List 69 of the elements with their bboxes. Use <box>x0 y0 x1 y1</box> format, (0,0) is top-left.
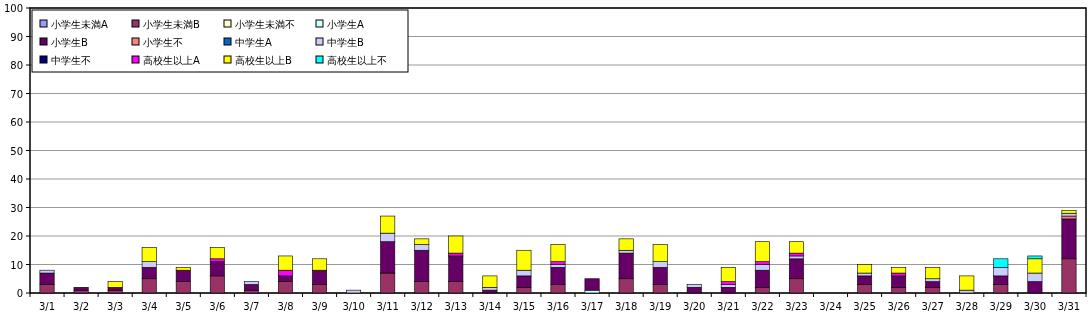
x-tick-label: 3/11 <box>376 301 399 312</box>
bar <box>891 267 907 274</box>
legend-label: 小学生未満B <box>143 19 200 30</box>
x-tick-label: 3/7 <box>243 301 260 312</box>
legend-label: 小学生未満A <box>51 19 108 30</box>
bar <box>584 278 600 291</box>
bar <box>209 247 225 260</box>
x-tick-label: 3/22 <box>751 301 774 312</box>
bar <box>448 235 464 254</box>
x-tick-label: 3/2 <box>73 301 90 312</box>
y-tick-label: 10 <box>10 259 23 271</box>
x-tick-label: 3/23 <box>785 301 808 312</box>
x-tick-label: 3/9 <box>311 301 328 312</box>
x-tick-label: 3/20 <box>683 301 706 312</box>
x-tick-label: 3/26 <box>887 301 910 312</box>
legend-label: 小学生不 <box>143 37 183 48</box>
y-tick-label: 100 <box>3 3 23 14</box>
x-tick-label: 3/29 <box>989 301 1013 312</box>
legend-label: 高校生以上A <box>143 55 200 66</box>
x-tick-label: 3/16 <box>546 301 570 312</box>
x-tick-label: 3/12 <box>410 301 433 312</box>
y-tick-label: 0 <box>16 288 23 299</box>
bar <box>550 244 566 262</box>
x-tick-label: 3/1 <box>38 301 56 312</box>
bar <box>754 241 770 262</box>
bar <box>925 267 941 280</box>
y-tick-label: 50 <box>10 145 23 157</box>
x-tick-label: 3/24 <box>819 301 842 312</box>
x-tick-label: 3/6 <box>209 301 226 312</box>
bar <box>789 241 804 254</box>
legend-label: 高校生以上B <box>235 55 292 66</box>
x-tick-label: 3/27 <box>921 301 944 312</box>
legend-label: 中学生不 <box>51 55 91 66</box>
y-tick-label: 60 <box>10 117 23 128</box>
y-tick-label: 90 <box>10 31 23 43</box>
x-tick-label: 3/31 <box>1057 301 1081 312</box>
x-tick-label: 3/18 <box>614 301 638 312</box>
x-tick-label: 3/10 <box>342 301 365 312</box>
y-tick-label: 20 <box>10 231 23 242</box>
x-tick-label: 3/21 <box>717 301 740 312</box>
bar <box>243 284 259 291</box>
y-tick-label: 70 <box>10 88 23 100</box>
x-tick-label: 3/3 <box>107 301 124 312</box>
y-tick-label: 80 <box>10 60 23 71</box>
legend-label: 小学生未満不 <box>235 19 295 30</box>
y-tick-label: 30 <box>10 202 23 214</box>
x-tick-label: 3/15 <box>512 301 536 312</box>
x-tick-label: 3/14 <box>478 301 502 312</box>
bar <box>857 264 873 274</box>
bar <box>959 275 975 291</box>
bar <box>618 238 634 251</box>
x-tick-label: 3/8 <box>277 301 294 312</box>
legend-label: 高校生以上不 <box>327 55 387 66</box>
x-tick-label: 3/13 <box>444 301 468 312</box>
legend-label: 中学生A <box>235 37 272 48</box>
bar <box>482 275 498 288</box>
legend-label: 小学生B <box>51 37 88 48</box>
bar <box>720 267 736 282</box>
x-tick-label: 3/5 <box>175 301 192 312</box>
x-tick-label: 3/19 <box>648 301 672 312</box>
x-tick-label: 3/25 <box>853 301 876 312</box>
y-tick-label: 40 <box>10 174 23 185</box>
bar <box>107 281 123 288</box>
x-tick-label: 3/17 <box>580 301 604 312</box>
legend-label: 中学生B <box>327 37 364 48</box>
x-tick-label: 3/30 <box>1023 301 1047 312</box>
legend-label: 小学生A <box>327 19 364 30</box>
x-tick-label: 3/4 <box>141 301 158 312</box>
x-tick-label: 3/28 <box>955 301 979 312</box>
